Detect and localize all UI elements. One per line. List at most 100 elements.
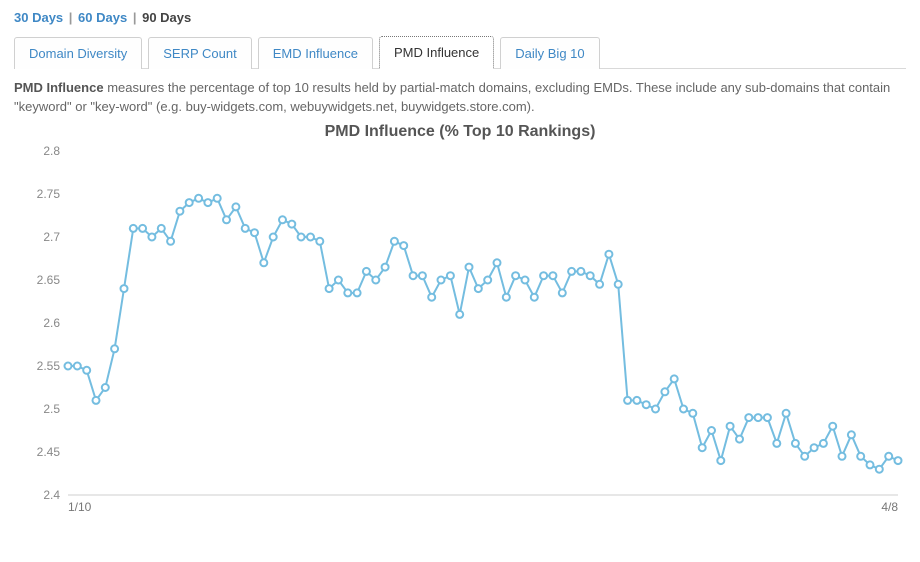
chart-data-point	[400, 242, 407, 249]
chart-data-point	[251, 229, 258, 236]
chart-data-point	[540, 272, 547, 279]
chart-data-point	[447, 272, 454, 279]
chart-data-point	[307, 233, 314, 240]
chart-data-point	[279, 216, 286, 223]
chart-data-point	[577, 268, 584, 275]
chart-data-point	[354, 289, 361, 296]
chart-data-point	[139, 225, 146, 232]
chart-data-point	[288, 220, 295, 227]
y-axis-tick-label: 2.55	[37, 359, 61, 373]
tab-serp-count[interactable]: SERP Count	[148, 37, 251, 69]
chart-data-point	[428, 293, 435, 300]
chart-data-point	[466, 263, 473, 270]
chart-data-point	[270, 233, 277, 240]
chart-data-point	[204, 199, 211, 206]
chart-data-point	[885, 452, 892, 459]
chart-data-point	[699, 444, 706, 451]
y-axis-tick-label: 2.4	[43, 488, 60, 502]
metric-description: PMD Influence measures the percentage of…	[14, 79, 906, 117]
chart-data-point	[633, 397, 640, 404]
range-separator: |	[131, 10, 139, 25]
chart-data-point	[717, 457, 724, 464]
chart-data-point	[811, 444, 818, 451]
chart-data-point	[848, 431, 855, 438]
y-axis-tick-label: 2.75	[37, 187, 61, 201]
chart-data-point	[111, 345, 118, 352]
chart-data-point	[727, 422, 734, 429]
chart-data-point	[167, 237, 174, 244]
description-body: measures the percentage of top 10 result…	[14, 80, 890, 114]
chart-data-point	[689, 409, 696, 416]
chart-data-point	[214, 194, 221, 201]
chart-data-point	[130, 225, 137, 232]
chart-data-point	[158, 225, 165, 232]
chart-data-point	[708, 427, 715, 434]
chart-data-point	[745, 414, 752, 421]
chart-data-point	[643, 401, 650, 408]
chart-data-point	[232, 203, 239, 210]
tab-pmd-influence[interactable]: PMD Influence	[379, 36, 494, 69]
chart-data-point	[298, 233, 305, 240]
y-axis-tick-label: 2.5	[43, 402, 60, 416]
chart-data-point	[148, 233, 155, 240]
y-axis-tick-label: 2.65	[37, 273, 61, 287]
chart-data-point	[876, 465, 883, 472]
chart-data-point	[176, 207, 183, 214]
chart-data-point	[783, 409, 790, 416]
chart-data-point	[680, 405, 687, 412]
chart-data-point	[605, 250, 612, 257]
chart-data-point	[596, 280, 603, 287]
tab-emd-influence[interactable]: EMD Influence	[258, 37, 373, 69]
chart-data-point	[503, 293, 510, 300]
chart-data-point	[512, 272, 519, 279]
chart-data-point	[522, 276, 529, 283]
chart-data-point	[475, 285, 482, 292]
chart-title: PMD Influence (% Top 10 Rankings)	[14, 123, 906, 141]
tab-domain-diversity[interactable]: Domain Diversity	[14, 37, 142, 69]
x-axis-end-label: 4/8	[881, 500, 898, 514]
chart-data-point	[242, 225, 249, 232]
chart-data-point	[671, 375, 678, 382]
chart-data-point	[624, 397, 631, 404]
chart-data-point	[335, 276, 342, 283]
chart-data-point	[391, 237, 398, 244]
chart-data-point	[652, 405, 659, 412]
range-90-days[interactable]: 90 Days	[142, 10, 191, 25]
chart-data-point	[829, 422, 836, 429]
range-60-days[interactable]: 60 Days	[78, 10, 127, 25]
chart-data-point	[195, 194, 202, 201]
chart-data-point	[102, 384, 109, 391]
chart-data-point	[857, 452, 864, 459]
range-30-days[interactable]: 30 Days	[14, 10, 63, 25]
chart-data-point	[792, 440, 799, 447]
chart-data-point	[867, 461, 874, 468]
tab-daily-big-10[interactable]: Daily Big 10	[500, 37, 599, 69]
metric-tabs: Domain Diversity SERP Count EMD Influenc…	[14, 35, 906, 69]
chart-data-point	[839, 452, 846, 459]
y-axis-tick-label: 2.6	[43, 316, 60, 330]
chart-data-point	[484, 276, 491, 283]
chart-data-point	[773, 440, 780, 447]
chart-data-point	[549, 272, 556, 279]
chart-data-point	[801, 452, 808, 459]
chart-data-point	[363, 268, 370, 275]
y-axis-tick-label: 2.45	[37, 445, 61, 459]
chart-series-line	[68, 198, 898, 469]
chart-data-point	[316, 237, 323, 244]
date-range-selector: 30 Days | 60 Days | 90 Days	[14, 6, 906, 35]
chart-data-point	[382, 263, 389, 270]
chart-data-point	[410, 272, 417, 279]
chart-data-point	[326, 285, 333, 292]
chart-data-point	[260, 259, 267, 266]
chart-svg: 2.42.452.52.552.62.652.72.752.81/104/8	[14, 143, 906, 523]
chart-data-point	[587, 272, 594, 279]
chart-data-point	[419, 272, 426, 279]
chart-data-point	[372, 276, 379, 283]
chart-data-point	[438, 276, 445, 283]
chart-data-point	[456, 311, 463, 318]
chart-data-point	[121, 285, 128, 292]
y-axis-tick-label: 2.7	[43, 230, 60, 244]
x-axis-start-label: 1/10	[68, 500, 92, 514]
chart-data-point	[74, 362, 81, 369]
chart-data-point	[531, 293, 538, 300]
